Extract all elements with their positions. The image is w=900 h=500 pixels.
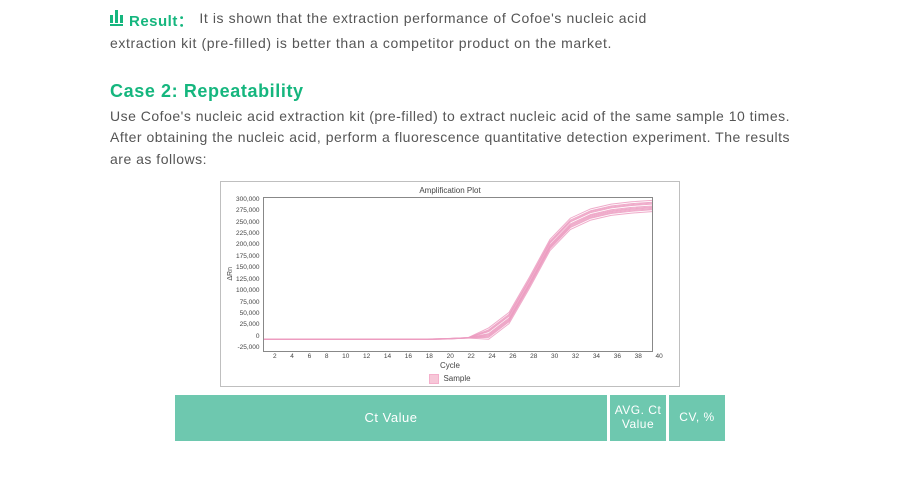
case2-title: Case 2: Repeatability — [110, 81, 790, 102]
result-text-1: It is shown that the extraction performa… — [199, 10, 647, 26]
bar-chart-icon — [110, 10, 123, 26]
cv-header: CV, % — [669, 395, 725, 441]
case2-body: Use Cofoe's nucleic acid extraction kit … — [110, 106, 790, 171]
chart-yticks: 300,000275,000250,000225,000200,000175,0… — [236, 197, 260, 352]
chart-xticks: 246810121416182022242628303234363840 — [273, 353, 663, 360]
result-block: Result： It is shown that the extraction … — [110, 8, 790, 31]
result-text-2: extraction kit (pre-filled) is better th… — [110, 33, 790, 55]
result-text-wrap: It is shown that the extraction performa… — [199, 8, 790, 30]
chart-plot-area — [263, 197, 653, 352]
legend-label: Sample — [443, 374, 470, 383]
chart-title: Amplification Plot — [227, 186, 673, 195]
amplification-chart: Amplification Plot ΔRn 300,000275,000250… — [220, 181, 680, 387]
ct-table-header: Ct Value AVG. Ct Value CV, % — [175, 395, 725, 441]
avg-ct-header: AVG. Ct Value — [610, 395, 666, 441]
result-label: Result： — [129, 10, 193, 31]
legend-swatch — [429, 374, 439, 384]
chart-legend: Sample — [227, 374, 673, 384]
ct-value-header: Ct Value — [175, 395, 607, 441]
chart-xlabel: Cycle — [227, 361, 673, 370]
chart-svg — [264, 198, 652, 351]
chart-ylabel: ΔRn — [227, 267, 234, 281]
